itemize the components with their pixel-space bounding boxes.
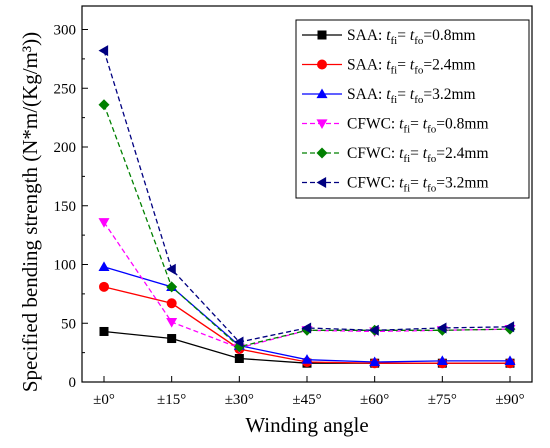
series-line — [103, 266, 510, 363]
legend-entry: CFWC: tfi= tfo=0.8mm — [302, 116, 489, 136]
y-tick-label: 250 — [54, 81, 77, 97]
legend-entry: CFWC: tfi= tfo=2.4mm — [302, 145, 489, 165]
legend-label: CFWC: tfi= tfo=0.8mm — [347, 116, 489, 136]
series-3 — [98, 261, 516, 367]
x-tick-label: ±15° — [157, 392, 186, 408]
data-point — [369, 324, 379, 336]
y-tick-label: 100 — [54, 258, 77, 274]
x-tick-label: ±60° — [360, 392, 389, 408]
data-point — [166, 263, 176, 275]
data-point — [166, 298, 177, 309]
data-point — [167, 334, 177, 344]
data-point — [436, 355, 448, 365]
data-point — [436, 322, 447, 334]
data-point — [166, 317, 178, 328]
x-tick-label: ±30° — [225, 392, 254, 408]
legend-entry: SAA: tfi= tfo=0.8mm — [302, 27, 476, 47]
legend-marker — [317, 30, 327, 40]
x-tick-label: ±90° — [495, 392, 524, 408]
data-point — [234, 354, 244, 363]
data-point — [301, 354, 313, 364]
y-tick-label: 0 — [69, 375, 77, 391]
legend-label: CFWC: tfi= tfo=3.2mm — [347, 175, 489, 195]
legend-marker — [316, 119, 328, 129]
legend-label: SAA: tfi= tfo=2.4mm — [347, 57, 476, 77]
data-point — [301, 322, 312, 334]
x-tick-label: ±45° — [292, 392, 321, 408]
legend-box — [295, 19, 530, 199]
data-point — [98, 99, 110, 111]
legend-marker — [316, 88, 328, 99]
x-tick-label: ±0° — [93, 392, 115, 408]
axes: 0 50 100 150 200 250 300 ±0° ±15° ±30° ±45° ±60° ±75… — [18, 5, 533, 437]
legend-entry: SAA: tfi= tfo=2.4mm — [302, 57, 476, 77]
data-point — [98, 45, 109, 57]
legend-label: CFWC: tfi= tfo=2.4mm — [347, 145, 489, 165]
data-point — [369, 356, 381, 367]
series-6 — [98, 45, 515, 348]
y-tick-label: 300 — [54, 23, 77, 39]
legend-marker — [316, 147, 328, 159]
legend-marker — [317, 59, 327, 70]
data-point — [98, 218, 110, 228]
legend: SAA: tfi= tfo=0.8mm SAA: tfi= tfo=2.4mm SA… — [295, 19, 530, 199]
y-tick-label: 200 — [54, 140, 77, 156]
y-axis-label: Specified bending strength (N*m/(Kg/m³)) — [18, 32, 42, 392]
data-point — [233, 336, 244, 348]
data-point — [99, 281, 109, 292]
legend-entry: SAA: tfi= tfo=3.2mm — [302, 86, 476, 106]
legend-marker — [316, 177, 327, 188]
data-point — [504, 355, 516, 365]
x-axis-label: Winding angle — [245, 413, 368, 437]
y-tick-label: 50 — [61, 316, 76, 332]
data-point — [504, 321, 515, 333]
legend-entry: CFWC: tfi= tfo=3.2mm — [302, 175, 489, 195]
y-tick-label: 150 — [54, 199, 77, 215]
data-point — [166, 281, 178, 293]
data-point — [99, 326, 109, 336]
legend-label: SAA: tfi= tfo=0.8mm — [347, 27, 476, 47]
data-point — [98, 261, 110, 271]
legend-label: SAA: tfi= tfo=3.2mm — [347, 86, 476, 106]
x-tick-label: ±75° — [428, 392, 457, 408]
plot-area — [98, 45, 516, 369]
